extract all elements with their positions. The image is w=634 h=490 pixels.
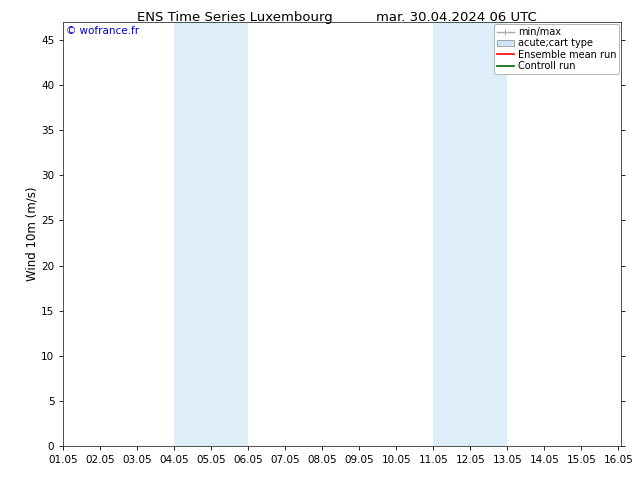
Bar (470, 22, 507, 446)
Bar (174, 22, 211, 446)
Bar (211, 22, 249, 446)
Text: ENS Time Series Luxembourg: ENS Time Series Luxembourg (137, 11, 332, 24)
Legend: min/max, acute;cart type, Ensemble mean run, Controll run: min/max, acute;cart type, Ensemble mean … (494, 24, 619, 74)
Text: © wofrance.fr: © wofrance.fr (66, 26, 139, 36)
Bar (433, 22, 470, 446)
Y-axis label: Wind 10m (m/s): Wind 10m (m/s) (25, 187, 38, 281)
Text: mar. 30.04.2024 06 UTC: mar. 30.04.2024 06 UTC (376, 11, 537, 24)
